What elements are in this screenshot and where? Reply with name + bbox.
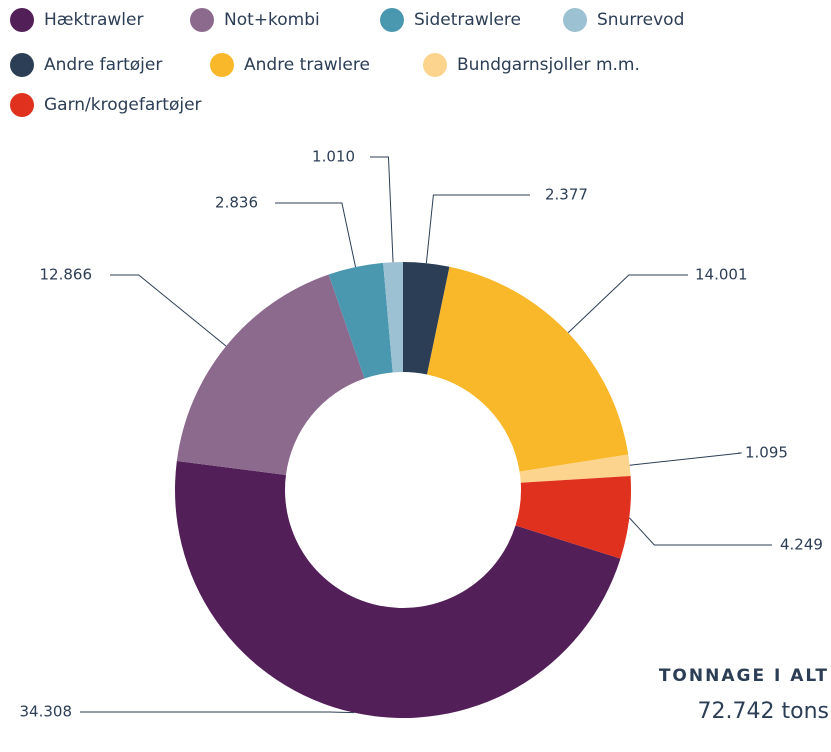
donut-slice xyxy=(515,475,631,559)
legend-swatch xyxy=(563,8,587,32)
legend-label: Andre fartøjer xyxy=(44,55,162,75)
legend-swatch xyxy=(10,8,34,32)
legend-swatch xyxy=(423,53,447,77)
leader-line xyxy=(425,194,530,264)
value-label: 14.001 xyxy=(695,266,748,284)
leader-line xyxy=(628,517,772,546)
legend-swatch xyxy=(10,93,34,117)
legend-label: Garn/krogefartøjer xyxy=(44,95,202,115)
legend-label: Hæktrawler xyxy=(44,10,143,30)
donut-slice xyxy=(174,461,621,718)
donut-slice xyxy=(328,262,393,379)
total-title: TONNAGE I ALT xyxy=(659,666,829,686)
value-label: 2.377 xyxy=(545,186,588,204)
donut-slice xyxy=(403,262,450,375)
value-label: 12.866 xyxy=(40,266,93,284)
leader-line xyxy=(629,452,742,466)
legend-label: Bundgarnsjoller m.m. xyxy=(457,55,640,75)
leader-line xyxy=(567,274,688,334)
legend-label: Snurrevod xyxy=(597,10,684,30)
leader-line xyxy=(110,274,227,347)
donut-slice xyxy=(427,266,629,472)
value-label: 1.095 xyxy=(745,444,788,462)
value-label: 4.249 xyxy=(780,536,823,554)
value-label: 34.308 xyxy=(20,703,73,721)
total-text: 72.742 tons xyxy=(698,699,829,724)
leader-line xyxy=(370,156,394,263)
legend-swatch xyxy=(190,8,214,32)
legend-swatch xyxy=(210,53,234,77)
leader-line xyxy=(275,202,357,268)
value-label: 1.010 xyxy=(312,148,355,166)
legend-label: Andre trawlere xyxy=(244,55,370,75)
legend-label: Sidetrawlere xyxy=(414,10,521,30)
leader-line xyxy=(80,711,355,714)
legend-swatch xyxy=(380,8,404,32)
donut-slice xyxy=(176,274,365,476)
legend-swatch xyxy=(10,53,34,77)
donut-slice xyxy=(383,262,403,373)
legend-label: Not+kombi xyxy=(224,10,320,30)
value-label: 2.836 xyxy=(215,194,258,212)
donut-slice xyxy=(519,454,631,483)
